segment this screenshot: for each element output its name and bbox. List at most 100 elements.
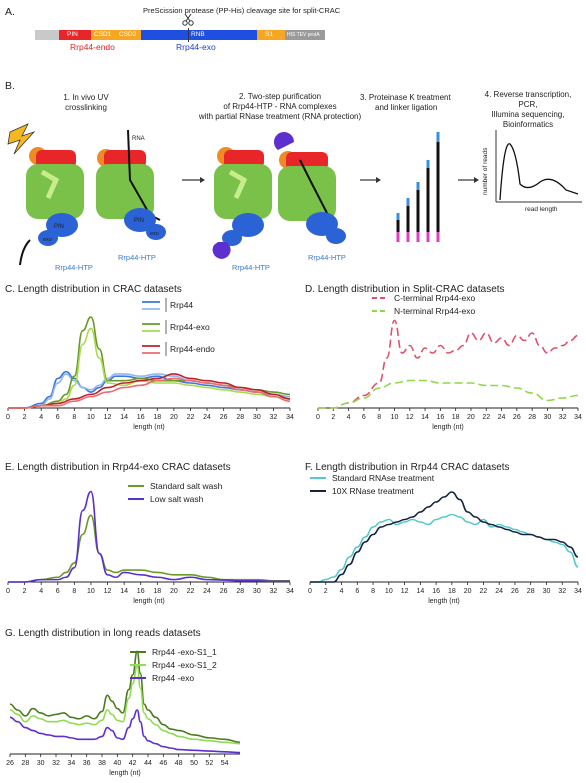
x-tick-label: 24 [495, 588, 503, 595]
x-tick-label: 2 [23, 588, 27, 595]
legend-label: Standard RNAse treatment [332, 473, 435, 483]
x-tick-label: 28 [236, 414, 244, 421]
x-tick-label: 8 [371, 588, 375, 595]
series-line-2 [8, 490, 290, 583]
x-tick-label: 38 [98, 760, 106, 767]
x-tick-label: 6 [56, 588, 60, 595]
x-tick-label: 20 [170, 588, 178, 595]
x-axis-label: length (nt) [432, 424, 464, 431]
x-tick-label: 32 [270, 588, 278, 595]
series-line-5 [8, 373, 291, 409]
x-tick-label: 8 [72, 588, 76, 595]
x-tick-label: 54 [221, 760, 229, 767]
step4-line3: Illumina sequencing, [491, 110, 565, 119]
svg-text:PIN: PIN [54, 224, 64, 230]
read-length-mini-plot [495, 130, 582, 203]
x-tick-label: 26 [511, 588, 519, 595]
chart-c-title: C. Length distribution in CRAC datasets [5, 284, 182, 295]
chart-d-title: D. Length distribution in Split-CRAC dat… [305, 284, 505, 295]
rrp44-htp-label-3: Rrp44-HTP [232, 263, 270, 272]
x-tick-label: 34 [286, 414, 294, 421]
x-tick-label: 22 [482, 414, 490, 421]
x-axis-label: length (nt) [133, 598, 165, 605]
series-line-1 [310, 513, 579, 583]
x-tick-label: 6 [362, 414, 366, 421]
x-tick-label: 28 [527, 588, 535, 595]
x-tick-label: 0 [308, 588, 312, 595]
svg-text:PIN: PIN [134, 218, 144, 224]
chart-f-title: F. Length distribution in Rrp44 CRAC dat… [305, 462, 510, 473]
x-tick-label: 20 [464, 588, 472, 595]
x-tick-label: 52 [205, 760, 213, 767]
x-tick-label: 50 [190, 760, 198, 767]
x-tick-label: 0 [6, 588, 10, 595]
legend-label: Rrp44 -exo-S1_1 [152, 647, 217, 657]
x-tick-label: 4 [340, 588, 344, 595]
x-tick-label: 8 [72, 414, 76, 421]
svg-text:exo: exo [150, 231, 159, 237]
x-tick-label: 16 [432, 588, 440, 595]
series-line-2 [318, 379, 579, 409]
endo-label: Rrp44-endo [70, 42, 115, 52]
step2-line3: with partial RNase treatment (RNA protec… [198, 112, 362, 121]
x-tick-label: 10 [87, 414, 95, 421]
legend: Standard salt wash Low salt wash [128, 481, 223, 504]
x-tick-label: 8 [377, 414, 381, 421]
series-line-1 [318, 319, 579, 409]
x-axis-label: length (nt) [109, 770, 141, 777]
step2-line1: 2. Two-step purification [238, 92, 322, 101]
legend: Rrp44 -exo-S1_1 Rrp44 -exo-S1_2 Rrp44 -exo [130, 647, 217, 683]
x-tick-label: 10 [391, 414, 399, 421]
x-tick-label: 18 [153, 414, 161, 421]
series-line-1 [8, 514, 290, 583]
chart-g: 26 28 30 32 34 36 38 40 42 44 46 48 50 52 54 length (nt… [6, 647, 241, 777]
x-tick-label: 4 [39, 414, 43, 421]
x-tick-label: 42 [129, 760, 137, 767]
x-tick-label: 4 [39, 588, 43, 595]
x-tick-label: 20 [467, 414, 475, 421]
x-tick-label: 14 [416, 588, 424, 595]
exosome-complex-3 [212, 147, 272, 259]
step1-text: 1. In vivo UV crosslinking [63, 93, 109, 112]
x-tick-label: 36 [83, 760, 91, 767]
x-tick-label: 0 [6, 414, 10, 421]
legend-label: Low salt wash [150, 494, 204, 504]
mini-x-label: read length [525, 206, 558, 213]
x-tick-label: 24 [203, 588, 211, 595]
x-tick-label: 10 [87, 588, 95, 595]
x-tick-label: 16 [436, 414, 444, 421]
exosome-complex-1: PIN exo [19, 147, 84, 266]
x-tick-label: 44 [144, 760, 152, 767]
x-tick-label: 6 [355, 588, 359, 595]
panel-b-illustration: PIN exo Rrp44-HTP RNA PIN exo Rrp44-HTP … [7, 123, 582, 272]
x-tick-label: 26 [513, 414, 521, 421]
x-tick-label: 16 [137, 588, 145, 595]
step4-line4: Bioinformatics [502, 120, 554, 129]
legend-label: N-terminal Rrp44-exo [394, 306, 476, 316]
domain-csd1: CSD1 [91, 30, 117, 40]
x-tick-label: 46 [159, 760, 167, 767]
series-line-1 [8, 370, 291, 409]
step4-line2: PCR, [518, 100, 538, 109]
x-tick-label: 12 [104, 588, 112, 595]
x-tick-label: 28 [236, 588, 244, 595]
x-tick-label: 12 [104, 414, 112, 421]
legend-label: Rrp44 [170, 300, 193, 310]
mini-y-label: number of reads [482, 147, 489, 195]
rrp44-htp-label-4: Rrp44-HTP [308, 253, 346, 262]
x-tick-label: 14 [120, 414, 128, 421]
x-tick-label: 32 [558, 588, 566, 595]
x-tick-label: 2 [331, 414, 335, 421]
domain-s1: S1 [257, 30, 285, 40]
x-tick-label: 24 [203, 414, 211, 421]
x-axis: 26 28 30 32 34 36 38 40 42 44 46 48 50 52 54 length (nt… [6, 753, 240, 777]
step3-line2: and linker ligation [375, 103, 438, 112]
x-tick-label: 18 [448, 588, 456, 595]
domain-csd2: CSD2 [117, 30, 141, 40]
series-line-2 [310, 491, 579, 583]
